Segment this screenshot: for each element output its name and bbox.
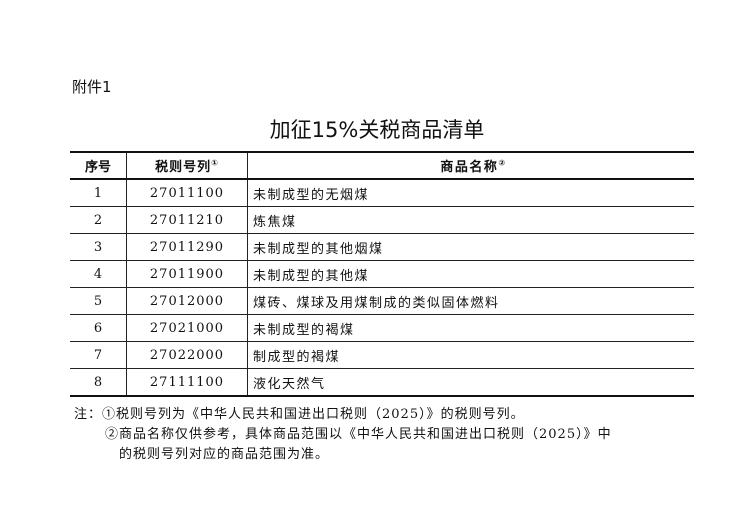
row-number: 4 (70, 260, 127, 288)
footnote-mark: ① (211, 158, 219, 168)
note-2-line-1: ②商品名称仅供参考，具体商品范围以《中华人民共和国进出口税则（2025）》中 (105, 427, 612, 442)
table-row: 7 27022000 制成型的褐煤 (70, 341, 694, 369)
row-number: 8 (70, 368, 127, 397)
row-number: 6 (70, 314, 127, 342)
tariff-code: 27012000 (126, 287, 248, 315)
tariff-code: 27021000 (126, 314, 248, 342)
goods-name: 制成型的褐煤 (247, 341, 694, 369)
header-no: 序号 (70, 151, 127, 180)
attachment-label: 附件1 (72, 78, 112, 96)
table-row: 8 27111100 液化天然气 (70, 368, 694, 397)
tariff-code: 27011210 (126, 206, 248, 234)
row-number: 5 (70, 287, 127, 315)
header-code: 税则号列① (126, 151, 248, 180)
table-row: 5 27012000 煤砖、煤球及用煤制成的类似固体燃料 (70, 287, 694, 315)
header-code-label: 税则号列 (155, 160, 212, 175)
notes: 注：①税则号列为《中华人民共和国进出口税则（2025）》的税则号列。 ②商品名称… (74, 405, 612, 465)
goods-name: 未制成型的无烟煤 (247, 178, 694, 207)
document-title: 加征15%关税商品清单 (269, 118, 485, 142)
table-row: 1 27011100 未制成型的无烟煤 (70, 178, 694, 207)
goods-name: 煤砖、煤球及用煤制成的类似固体燃料 (247, 287, 694, 315)
goods-name: 未制成型的其他烟煤 (247, 233, 694, 261)
header-name: 商品名称② (247, 151, 694, 180)
row-number: 1 (70, 178, 127, 207)
row-number: 7 (70, 341, 127, 369)
tariff-code: 27011900 (126, 260, 248, 288)
goods-name: 炼焦煤 (247, 206, 694, 234)
table-row: 6 27021000 未制成型的褐煤 (70, 314, 694, 342)
row-number: 3 (70, 233, 127, 261)
tariff-code: 27011100 (126, 178, 248, 207)
header-name-label: 商品名称 (440, 160, 499, 175)
notes-prefix: 注： (74, 407, 103, 422)
table-row: 2 27011210 炼焦煤 (70, 206, 694, 234)
tariff-code: 27111100 (126, 368, 248, 397)
tariff-code: 27022000 (126, 341, 248, 369)
goods-name: 液化天然气 (247, 368, 694, 397)
footnote-mark: ② (498, 158, 507, 168)
tariff-goods-table: 序号 税则号列① 商品名称② 1 27011100 未制成型的无烟煤 2 2701121… (70, 151, 694, 397)
table-row: 4 27011900 未制成型的其他煤 (70, 260, 694, 288)
row-number: 2 (70, 206, 127, 234)
note-2-line-2: 的税则号列对应的商品范围为准。 (119, 447, 330, 462)
tariff-code: 27011290 (126, 233, 248, 261)
table-header-row: 序号 税则号列① 商品名称② (70, 151, 694, 180)
table-row: 3 27011290 未制成型的其他烟煤 (70, 233, 694, 261)
goods-name: 未制成型的其他煤 (247, 260, 694, 288)
note-1: ①税则号列为《中华人民共和国进出口税则（2025）》的税则号列。 (102, 407, 525, 422)
goods-name: 未制成型的褐煤 (247, 314, 694, 342)
